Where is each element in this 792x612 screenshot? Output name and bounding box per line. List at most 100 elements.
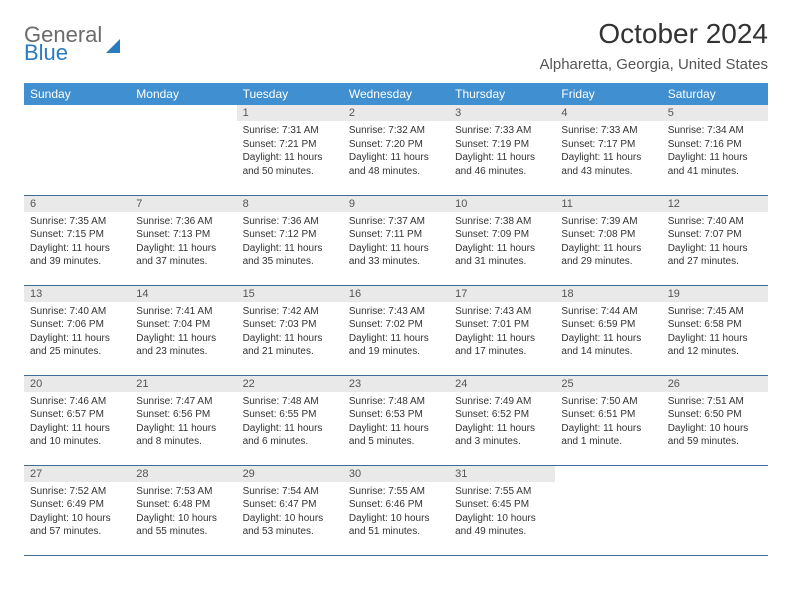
day-number: 7 bbox=[130, 196, 236, 212]
daylight-line: Daylight: 11 hours and 17 minutes. bbox=[455, 332, 549, 359]
calendar-day-cell: 7Sunrise: 7:36 AMSunset: 7:13 PMDaylight… bbox=[130, 195, 236, 285]
day-number: 11 bbox=[555, 196, 661, 212]
day-body: Sunrise: 7:52 AMSunset: 6:49 PMDaylight:… bbox=[24, 482, 130, 545]
sunset-line: Sunset: 7:17 PM bbox=[561, 138, 655, 152]
calendar-day-cell: 12Sunrise: 7:40 AMSunset: 7:07 PMDayligh… bbox=[662, 195, 768, 285]
day-body: Sunrise: 7:40 AMSunset: 7:07 PMDaylight:… bbox=[662, 212, 768, 275]
calendar-day-cell: 11Sunrise: 7:39 AMSunset: 7:08 PMDayligh… bbox=[555, 195, 661, 285]
sunset-line: Sunset: 7:08 PM bbox=[561, 228, 655, 242]
brand-word-2: Blue bbox=[24, 42, 102, 64]
day-body: Sunrise: 7:31 AMSunset: 7:21 PMDaylight:… bbox=[237, 121, 343, 184]
sunrise-line: Sunrise: 7:54 AM bbox=[243, 485, 337, 499]
day-body: Sunrise: 7:36 AMSunset: 7:13 PMDaylight:… bbox=[130, 212, 236, 275]
calendar-day-cell: 8Sunrise: 7:36 AMSunset: 7:12 PMDaylight… bbox=[237, 195, 343, 285]
day-body: Sunrise: 7:41 AMSunset: 7:04 PMDaylight:… bbox=[130, 302, 236, 365]
calendar-day-cell: 31Sunrise: 7:55 AMSunset: 6:45 PMDayligh… bbox=[449, 465, 555, 555]
daylight-line: Daylight: 10 hours and 55 minutes. bbox=[136, 512, 230, 539]
sunset-line: Sunset: 6:53 PM bbox=[349, 408, 443, 422]
calendar-day-cell: 1Sunrise: 7:31 AMSunset: 7:21 PMDaylight… bbox=[237, 105, 343, 195]
daylight-line: Daylight: 11 hours and 35 minutes. bbox=[243, 242, 337, 269]
calendar-week-row: 20Sunrise: 7:46 AMSunset: 6:57 PMDayligh… bbox=[24, 375, 768, 465]
sunset-line: Sunset: 6:52 PM bbox=[455, 408, 549, 422]
daylight-line: Daylight: 11 hours and 5 minutes. bbox=[349, 422, 443, 449]
calendar-day-cell: 23Sunrise: 7:48 AMSunset: 6:53 PMDayligh… bbox=[343, 375, 449, 465]
sunset-line: Sunset: 7:12 PM bbox=[243, 228, 337, 242]
calendar-day-cell: 29Sunrise: 7:54 AMSunset: 6:47 PMDayligh… bbox=[237, 465, 343, 555]
day-number: 30 bbox=[343, 466, 449, 482]
daylight-line: Daylight: 11 hours and 21 minutes. bbox=[243, 332, 337, 359]
calendar-day-cell: 30Sunrise: 7:55 AMSunset: 6:46 PMDayligh… bbox=[343, 465, 449, 555]
daylight-line: Daylight: 11 hours and 19 minutes. bbox=[349, 332, 443, 359]
daylight-line: Daylight: 10 hours and 53 minutes. bbox=[243, 512, 337, 539]
calendar-empty-cell bbox=[24, 105, 130, 195]
sunrise-line: Sunrise: 7:55 AM bbox=[455, 485, 549, 499]
day-number: 21 bbox=[130, 376, 236, 392]
day-body: Sunrise: 7:54 AMSunset: 6:47 PMDaylight:… bbox=[237, 482, 343, 545]
sunset-line: Sunset: 7:20 PM bbox=[349, 138, 443, 152]
calendar-day-cell: 14Sunrise: 7:41 AMSunset: 7:04 PMDayligh… bbox=[130, 285, 236, 375]
day-body: Sunrise: 7:42 AMSunset: 7:03 PMDaylight:… bbox=[237, 302, 343, 365]
day-number: 1 bbox=[237, 105, 343, 121]
calendar-day-cell: 28Sunrise: 7:53 AMSunset: 6:48 PMDayligh… bbox=[130, 465, 236, 555]
daylight-line: Daylight: 10 hours and 51 minutes. bbox=[349, 512, 443, 539]
sunrise-line: Sunrise: 7:51 AM bbox=[668, 395, 762, 409]
calendar-day-cell: 22Sunrise: 7:48 AMSunset: 6:55 PMDayligh… bbox=[237, 375, 343, 465]
sunrise-line: Sunrise: 7:41 AM bbox=[136, 305, 230, 319]
location-subtitle: Alpharetta, Georgia, United States bbox=[540, 56, 768, 73]
day-body: Sunrise: 7:55 AMSunset: 6:46 PMDaylight:… bbox=[343, 482, 449, 545]
sunset-line: Sunset: 7:16 PM bbox=[668, 138, 762, 152]
day-number: 24 bbox=[449, 376, 555, 392]
sunrise-line: Sunrise: 7:31 AM bbox=[243, 124, 337, 138]
weekday-header: Thursday bbox=[449, 83, 555, 105]
day-body: Sunrise: 7:35 AMSunset: 7:15 PMDaylight:… bbox=[24, 212, 130, 275]
day-body: Sunrise: 7:48 AMSunset: 6:53 PMDaylight:… bbox=[343, 392, 449, 455]
day-number: 29 bbox=[237, 466, 343, 482]
day-number: 6 bbox=[24, 196, 130, 212]
weekday-header: Saturday bbox=[662, 83, 768, 105]
day-body: Sunrise: 7:45 AMSunset: 6:58 PMDaylight:… bbox=[662, 302, 768, 365]
calendar-week-row: 13Sunrise: 7:40 AMSunset: 7:06 PMDayligh… bbox=[24, 285, 768, 375]
calendar-day-cell: 17Sunrise: 7:43 AMSunset: 7:01 PMDayligh… bbox=[449, 285, 555, 375]
sunset-line: Sunset: 7:06 PM bbox=[30, 318, 124, 332]
day-number: 22 bbox=[237, 376, 343, 392]
day-body: Sunrise: 7:39 AMSunset: 7:08 PMDaylight:… bbox=[555, 212, 661, 275]
calendar-day-cell: 13Sunrise: 7:40 AMSunset: 7:06 PMDayligh… bbox=[24, 285, 130, 375]
sunset-line: Sunset: 7:01 PM bbox=[455, 318, 549, 332]
day-body: Sunrise: 7:44 AMSunset: 6:59 PMDaylight:… bbox=[555, 302, 661, 365]
calendar-day-cell: 10Sunrise: 7:38 AMSunset: 7:09 PMDayligh… bbox=[449, 195, 555, 285]
day-number: 10 bbox=[449, 196, 555, 212]
sunset-line: Sunset: 6:56 PM bbox=[136, 408, 230, 422]
day-body: Sunrise: 7:50 AMSunset: 6:51 PMDaylight:… bbox=[555, 392, 661, 455]
calendar-day-cell: 21Sunrise: 7:47 AMSunset: 6:56 PMDayligh… bbox=[130, 375, 236, 465]
sunset-line: Sunset: 7:07 PM bbox=[668, 228, 762, 242]
sunrise-line: Sunrise: 7:52 AM bbox=[30, 485, 124, 499]
calendar-day-cell: 6Sunrise: 7:35 AMSunset: 7:15 PMDaylight… bbox=[24, 195, 130, 285]
calendar-week-row: 27Sunrise: 7:52 AMSunset: 6:49 PMDayligh… bbox=[24, 465, 768, 555]
calendar-day-cell: 19Sunrise: 7:45 AMSunset: 6:58 PMDayligh… bbox=[662, 285, 768, 375]
day-number: 31 bbox=[449, 466, 555, 482]
daylight-line: Daylight: 11 hours and 43 minutes. bbox=[561, 151, 655, 178]
daylight-line: Daylight: 10 hours and 59 minutes. bbox=[668, 422, 762, 449]
day-number: 26 bbox=[662, 376, 768, 392]
day-number: 5 bbox=[662, 105, 768, 121]
day-number: 27 bbox=[24, 466, 130, 482]
day-number: 18 bbox=[555, 286, 661, 302]
daylight-line: Daylight: 11 hours and 41 minutes. bbox=[668, 151, 762, 178]
weekday-header: Wednesday bbox=[343, 83, 449, 105]
calendar-day-cell: 3Sunrise: 7:33 AMSunset: 7:19 PMDaylight… bbox=[449, 105, 555, 195]
day-body: Sunrise: 7:53 AMSunset: 6:48 PMDaylight:… bbox=[130, 482, 236, 545]
day-number: 2 bbox=[343, 105, 449, 121]
sunrise-line: Sunrise: 7:48 AM bbox=[349, 395, 443, 409]
sunrise-line: Sunrise: 7:36 AM bbox=[243, 215, 337, 229]
sunrise-line: Sunrise: 7:43 AM bbox=[349, 305, 443, 319]
sunset-line: Sunset: 6:55 PM bbox=[243, 408, 337, 422]
brand-triangle-icon bbox=[106, 39, 120, 53]
weekday-header: Sunday bbox=[24, 83, 130, 105]
daylight-line: Daylight: 11 hours and 39 minutes. bbox=[30, 242, 124, 269]
calendar-day-cell: 26Sunrise: 7:51 AMSunset: 6:50 PMDayligh… bbox=[662, 375, 768, 465]
day-body: Sunrise: 7:33 AMSunset: 7:17 PMDaylight:… bbox=[555, 121, 661, 184]
sunrise-line: Sunrise: 7:48 AM bbox=[243, 395, 337, 409]
sunset-line: Sunset: 6:45 PM bbox=[455, 498, 549, 512]
day-number: 17 bbox=[449, 286, 555, 302]
day-body: Sunrise: 7:36 AMSunset: 7:12 PMDaylight:… bbox=[237, 212, 343, 275]
